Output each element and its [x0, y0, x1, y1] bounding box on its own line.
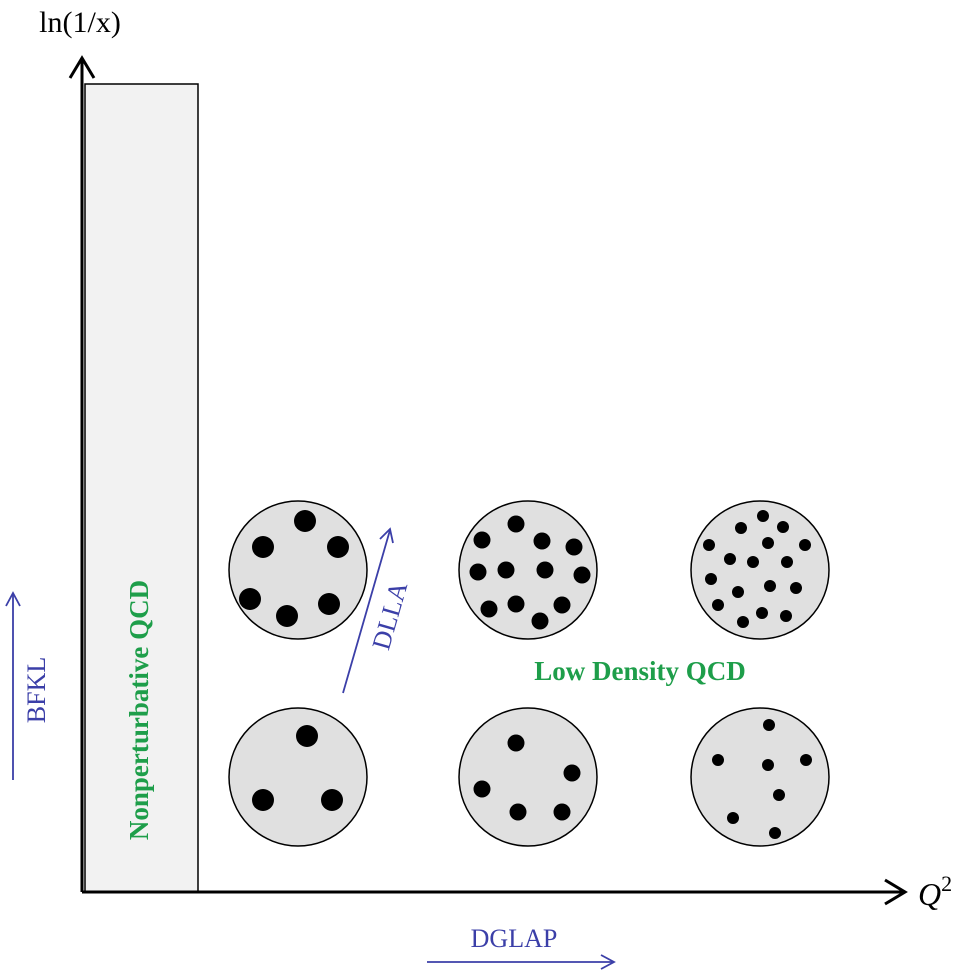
bfkl-label: BFKL	[22, 657, 51, 723]
x-axis-label-sup: 2	[941, 871, 952, 896]
x-axis-label-base: Q	[918, 876, 941, 912]
nonperturbative-label: Nonperturbative QCD	[124, 580, 154, 840]
low-density-label: Low Density QCD	[534, 656, 746, 686]
y-axis-label: ln(1/x)	[39, 6, 121, 39]
diagram: ln(1/x) Q2 Nonperturbative QCD Low Densi…	[0, 0, 961, 973]
x-axis-label: Q2	[918, 871, 952, 912]
dglap-label: DGLAP	[471, 924, 558, 953]
